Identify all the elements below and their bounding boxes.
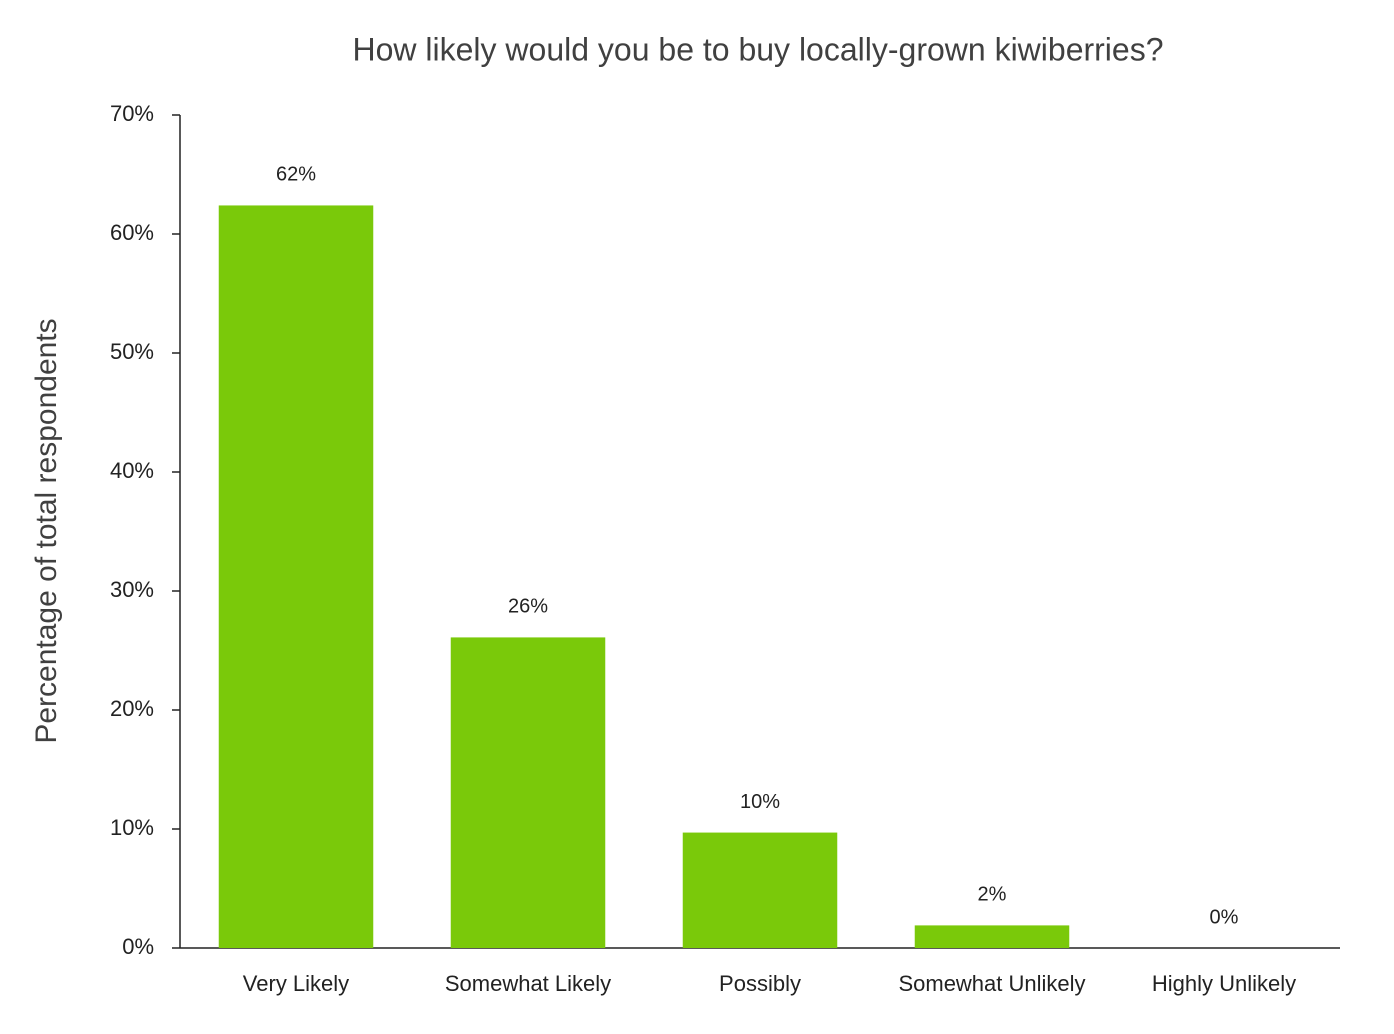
x-tick-label: Highly Unlikely: [1152, 971, 1296, 996]
y-tick-label: 70%: [110, 101, 154, 126]
y-axis-label: Percentage of total respondents: [30, 318, 63, 743]
y-tick-label: 50%: [110, 339, 154, 364]
value-label: 26%: [508, 596, 548, 618]
x-tick-label: Somewhat Likely: [445, 971, 611, 996]
y-tick-label: 40%: [110, 458, 154, 483]
bar: [450, 637, 606, 948]
y-tick-label: 20%: [110, 696, 154, 721]
y-tick-label: 30%: [110, 577, 154, 602]
bar: [914, 925, 1070, 948]
value-label: 0%: [1210, 906, 1239, 928]
bar: [218, 205, 374, 948]
x-tick-label: Somewhat Unlikely: [898, 971, 1085, 996]
y-tick-label: 0%: [122, 934, 154, 959]
x-tick-label: Possibly: [719, 971, 801, 996]
bar: [682, 832, 838, 948]
value-label: 2%: [978, 884, 1007, 906]
y-tick-label: 60%: [110, 220, 154, 245]
x-tick-label: Very Likely: [243, 971, 349, 996]
y-tick-label: 10%: [110, 815, 154, 840]
chart-title: How likely would you be to buy locally-g…: [352, 31, 1163, 67]
value-label: 10%: [740, 791, 780, 813]
value-label: 62%: [276, 164, 316, 186]
